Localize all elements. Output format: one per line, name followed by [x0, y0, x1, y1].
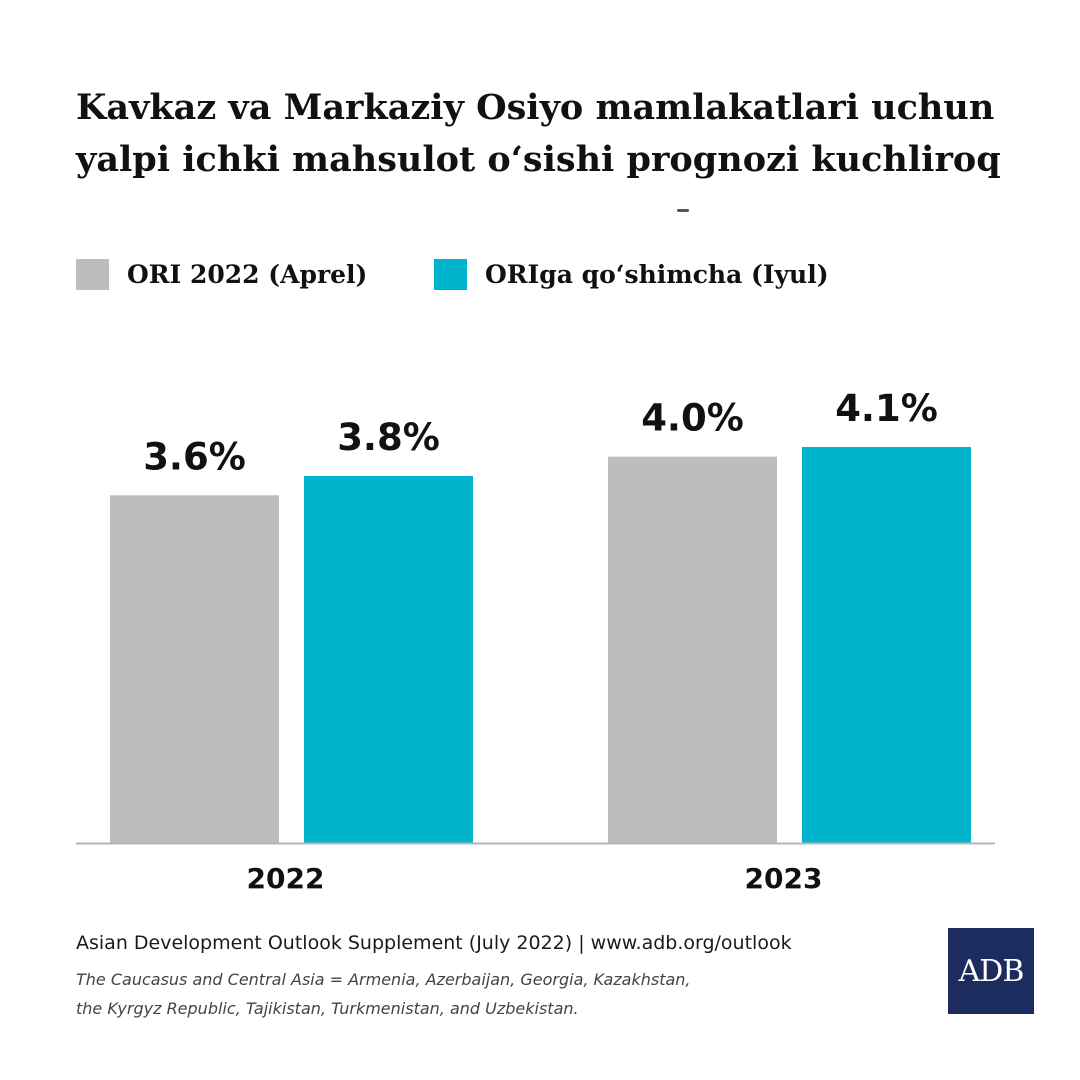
x-tick-label-2022: 2022 — [247, 862, 325, 895]
adb-logo: ADB — [948, 928, 1034, 1014]
bar-chart: 3.6% 3.8% 2022 4.0% 4.1% 2023 — [76, 387, 995, 895]
adb-logo-text: ADB — [958, 953, 1025, 989]
footnote: The Caucasus and Central Asia = Armenia,… — [76, 965, 836, 1023]
bar-2023-series-2 — [802, 447, 971, 843]
legend-swatch-april — [76, 258, 109, 290]
legend-swatch-july — [434, 258, 467, 290]
decorative-dash — [677, 209, 689, 212]
footnote-line-1: The Caucasus and Central Asia = Armenia,… — [76, 970, 691, 989]
bar-value-label-2023-series-1: 4.0% — [641, 397, 744, 440]
bar-value-label-2022-series-2: 3.8% — [337, 416, 440, 459]
chart-title-line-1: Kavkaz va Markaziy Osiyo mamlakatlari uc… — [76, 87, 995, 128]
x-tick-label-2023: 2023 — [745, 862, 823, 895]
chart-title-line-2: yalpi ichki mahsulot o‘sishi prognozi ku… — [76, 139, 1001, 180]
source-line: Asian Development Outlook Supplement (Ju… — [76, 932, 792, 954]
footnote-line-2: the Kyrgyz Republic, Tajikistan, Turkmen… — [76, 999, 579, 1018]
bar-value-label-2022-series-1: 3.6% — [143, 435, 246, 478]
bar-2022-series-2 — [304, 475, 473, 843]
legend-item-july: ORIga qo‘shimcha (Iyul) — [434, 256, 829, 292]
bar-2022-series-1 — [110, 495, 279, 843]
legend-label-july: ORIga qo‘shimcha (Iyul) — [485, 259, 829, 289]
chart-title: Kavkaz va Markaziy Osiyo mamlakatlari uc… — [76, 82, 1056, 186]
chart-legend: ORI 2022 (Aprel) ORIga qo‘shimcha (Iyul) — [0, 256, 1080, 296]
legend-item-april: ORI 2022 (Aprel) — [76, 256, 367, 292]
legend-label-april: ORI 2022 (Aprel) — [127, 259, 368, 289]
bar-value-label-2023-series-2: 4.1% — [835, 387, 938, 430]
bar-2023-series-1 — [608, 456, 777, 843]
